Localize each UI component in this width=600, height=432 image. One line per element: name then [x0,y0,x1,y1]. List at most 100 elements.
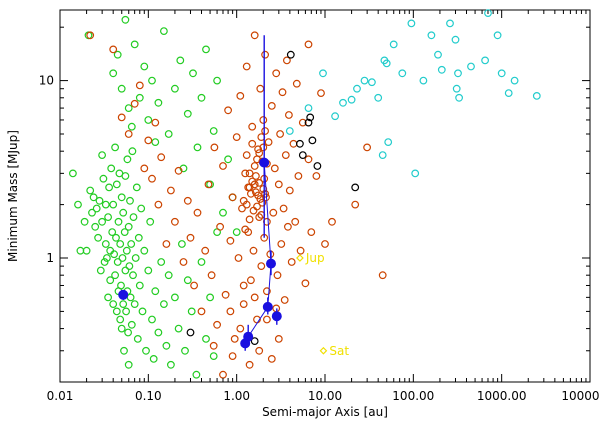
orange-planet-point [210,143,219,152]
orange-planet-point [351,200,360,209]
black-planet-point [313,162,322,170]
axis-ticks [59,10,591,383]
green-planet-point [122,307,130,316]
orange-planet-point [261,50,270,59]
orange-planet-point [321,240,329,248]
cyan-planet-point [398,69,407,78]
orange-planet-point [246,276,255,285]
orange-planet-point [298,118,307,127]
blue-planet-point [118,289,129,300]
green-planet-point [151,287,160,296]
orange-planet-point [276,130,285,138]
green-planet-point [117,193,126,202]
orange-planet-point [86,31,95,40]
orange-planet-point [224,106,233,115]
x-tick-label: 10.00 [308,389,342,403]
orange-planet-point [278,88,287,97]
black-planet-point [351,183,360,192]
orange-planet-point [250,293,259,302]
green-planet-point [202,45,210,54]
orange-planet-point [285,186,294,195]
x-tick-label: 0.10 [135,389,162,403]
cyan-planet-point [319,69,327,78]
orange-planet-point [264,138,273,147]
orange-planet-point [148,174,156,183]
green-planet-point [148,315,156,324]
green-planet-point [138,307,147,316]
orange-planet-point [274,335,283,343]
orange-planet-point [263,315,271,324]
green-planet-point [82,246,91,255]
y-tick-label: 1 [46,251,54,265]
orange-planet-point [307,228,316,237]
green-planet-point [219,208,227,217]
cyan-planet-point [374,93,383,102]
cyan-planet-point [452,84,461,93]
green-planet-point [126,196,134,205]
green-planet-point [130,300,139,309]
blue-connector-line [247,162,272,337]
green-planet-point [146,217,155,226]
orange-planet-point [209,341,218,350]
green-planet-point [137,204,146,213]
cyan-planet-point [419,76,428,85]
orange-planet-point [270,164,279,173]
green-planet-point [96,266,105,275]
green-planet-point [206,293,215,302]
green-planet-point [124,360,133,369]
green-planet-point [95,196,104,205]
cyan-planet-point [493,31,502,40]
orange-planet-point [254,145,263,154]
orange-planet-point [255,178,264,187]
green-planet-point [187,307,196,316]
orange-planet-point [226,307,235,316]
green-planet-point [144,116,153,124]
green-planet-point [183,276,192,285]
green-planet-point [99,174,108,183]
green-planet-point [121,266,130,275]
cyan-planet-point [484,9,492,18]
orange-planet-point [284,222,292,231]
cyan-planet-point [411,169,420,178]
x-tick-label: 0.01 [47,389,74,403]
black-planet-point [304,118,313,127]
green-planet-point [120,346,128,355]
orange-planet-point [124,130,133,138]
orange-planet-point [261,189,270,198]
green-planet-point [132,183,141,192]
black-planet-point [306,113,315,122]
green-planet-point [134,233,143,242]
orange-planet-point [109,45,118,54]
green-planet-point [144,266,153,275]
orange-planet-point [259,116,268,124]
orange-planet-point [245,360,254,369]
orange-planet-point [204,180,213,189]
orange-planet-point [279,204,288,213]
green-planet-point [124,104,133,112]
orange-planet-point [261,127,270,135]
green-planet-point [98,151,106,160]
green-planet-point [114,217,123,226]
orange-planet-point [242,151,251,160]
black-planet-point [286,50,295,59]
x-tick-label: 1000.00 [477,389,527,403]
orange-planet-point [301,279,310,288]
green-planet-point [110,250,118,259]
green-planet-point [101,200,110,209]
green-planet-point [154,328,163,337]
orange-planet-point [363,143,372,152]
green-planet-point [113,50,122,59]
orange-planet-point [257,262,266,271]
connector-lines [247,162,272,337]
green-planet-point [124,328,133,337]
orange-planet-point [255,213,264,222]
green-planet-point [209,352,218,361]
cyan-planet-point [446,19,454,28]
green-planet-point [166,360,175,369]
green-planet-point [123,155,132,164]
orange-planet-point [201,246,210,255]
orange-planet-point [269,208,278,217]
green-planet-point [120,228,129,237]
green-planet-point [122,246,131,255]
orange-planet-point [226,236,235,245]
